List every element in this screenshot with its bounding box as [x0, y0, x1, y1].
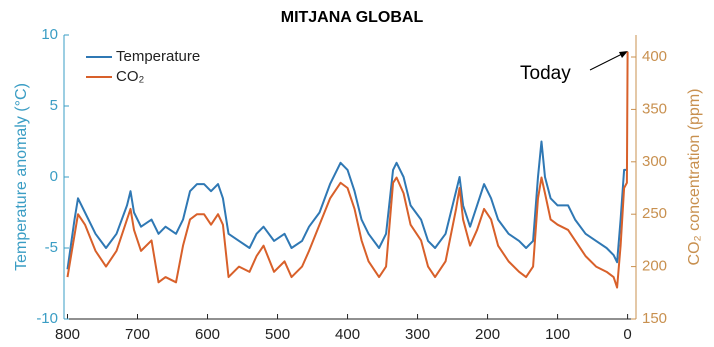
chart-title: MITJANA GLOBAL	[281, 9, 424, 26]
legend-label: CO₂	[116, 68, 145, 85]
y2-tick-label: 250	[642, 205, 667, 222]
y-axis-label: Temperature anomaly (°C)	[13, 83, 30, 271]
y-tick-label: 5	[50, 97, 58, 114]
x-tick-label: 300	[405, 326, 430, 343]
x-tick-label: 200	[475, 326, 500, 343]
x-tick-label: 600	[195, 326, 220, 343]
y2-tick-label: 300	[642, 153, 667, 170]
y2-tick-label: 200	[642, 258, 667, 275]
legend-label: Temperature	[116, 48, 200, 65]
y-tick-label: -5	[45, 239, 58, 256]
y-tick-label: -10	[36, 310, 58, 327]
x-tick-label: 800	[55, 326, 80, 343]
x-tick-label: 100	[545, 326, 570, 343]
x-tick-label: 400	[335, 326, 360, 343]
y2-tick-label: 350	[642, 100, 667, 117]
y2-axis-label: CO₂ concentration (ppm)	[686, 89, 703, 266]
y-tick-label: 10	[41, 26, 58, 43]
annotation: Today	[520, 63, 571, 84]
y-tick-label: 0	[50, 168, 58, 185]
series-line	[66, 51, 629, 289]
y2-tick-label: 400	[642, 48, 667, 65]
x-tick-label: 0	[623, 326, 631, 343]
x-tick-label: 500	[265, 326, 290, 343]
annotation-arrow	[589, 52, 625, 71]
arrow-head	[619, 51, 628, 58]
series-line	[66, 140, 628, 270]
y2-tick-label: 150	[642, 310, 667, 327]
x-tick-label: 700	[125, 326, 150, 343]
